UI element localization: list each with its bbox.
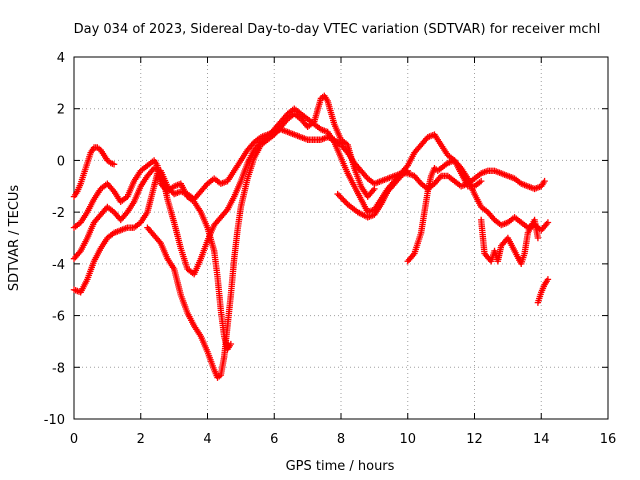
chart-title: Day 034 of 2023, Sidereal Day-to-day VTE…	[74, 22, 601, 37]
x-tick-labels: 0 2 4 6 8 10 12 14 16	[70, 432, 616, 447]
data-series	[70, 92, 552, 381]
y-tick-label: -6	[52, 310, 65, 325]
y-tick-label: -2	[52, 206, 65, 221]
y-axis-label: SDTVAR / TECUs	[7, 185, 22, 292]
data-point	[477, 177, 485, 185]
data-point	[404, 167, 411, 174]
x-tick-label: 10	[399, 432, 416, 447]
data-point	[544, 276, 552, 283]
y-tick-label: 4	[57, 51, 65, 66]
data-point	[544, 219, 552, 226]
x-axis-label: GPS time / hours	[286, 459, 395, 474]
data-point	[335, 192, 343, 199]
data-point	[338, 195, 346, 202]
data-point	[334, 190, 341, 198]
series-trace-c	[70, 105, 552, 296]
x-tick-label: 16	[600, 432, 617, 447]
x-tick-label: 2	[137, 432, 145, 447]
data-point	[337, 193, 344, 201]
series-trace-a	[70, 144, 118, 200]
y-tick-label: -8	[52, 361, 65, 376]
series-trace-g	[404, 157, 485, 265]
data-point	[534, 234, 542, 242]
series-trace-i	[534, 276, 552, 306]
y-tick-label: -10	[44, 413, 65, 428]
series-trace-f	[334, 167, 411, 221]
x-tick-label: 12	[466, 432, 483, 447]
axis-ticks	[73, 56, 609, 420]
x-tick-label: 14	[533, 432, 550, 447]
data-point	[227, 340, 235, 348]
x-tick-label: 6	[270, 432, 278, 447]
data-point	[371, 185, 378, 193]
y-tick-label: 0	[57, 154, 65, 169]
data-point	[340, 196, 347, 204]
series-trace-d	[70, 157, 235, 353]
x-tick-label: 8	[337, 432, 345, 447]
x-tick-label: 0	[70, 432, 78, 447]
data-point	[110, 161, 118, 168]
series-trace-e	[144, 92, 378, 381]
y-tick-labels: -10 -8 -6 -4 -2 0 2 4	[44, 51, 65, 428]
data-point	[541, 177, 548, 185]
series-trace-h	[477, 216, 542, 268]
y-tick-label: -4	[52, 258, 65, 273]
y-tick-label: 2	[57, 103, 65, 118]
x-tick-label: 4	[203, 432, 211, 447]
data-point	[341, 198, 349, 205]
